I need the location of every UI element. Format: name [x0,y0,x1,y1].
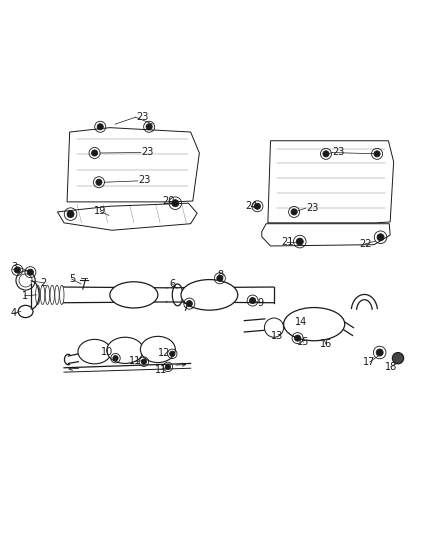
Circle shape [377,234,384,241]
Ellipse shape [110,282,158,308]
Ellipse shape [45,285,49,304]
Ellipse shape [40,285,45,304]
Text: 1: 1 [21,291,28,301]
Ellipse shape [55,285,59,304]
Text: 14: 14 [295,317,307,327]
Circle shape [165,364,170,369]
Circle shape [146,124,152,130]
Text: 16: 16 [320,339,332,349]
Circle shape [296,238,303,245]
Circle shape [14,267,20,273]
Text: 5: 5 [69,274,75,284]
Circle shape [96,179,102,185]
Text: 9: 9 [258,298,264,308]
Circle shape [141,359,147,364]
Circle shape [186,301,192,306]
Text: 23: 23 [141,147,154,157]
Text: 20: 20 [162,196,175,206]
Text: 10: 10 [101,347,113,357]
Circle shape [250,297,256,304]
Ellipse shape [50,285,54,304]
Ellipse shape [265,318,284,337]
Text: 19: 19 [94,206,106,216]
Ellipse shape [392,352,404,364]
Text: 17: 17 [364,357,376,367]
Text: 11: 11 [129,356,141,366]
Ellipse shape [60,285,64,304]
Circle shape [374,151,380,157]
Circle shape [67,211,74,217]
Text: 8: 8 [217,270,223,280]
Text: 22: 22 [359,239,371,249]
Polygon shape [268,141,394,223]
Polygon shape [67,128,199,202]
Text: 18: 18 [385,362,397,372]
Text: 7: 7 [182,303,188,312]
Circle shape [217,275,223,281]
Text: 2: 2 [40,278,46,288]
Ellipse shape [78,340,111,364]
Circle shape [294,335,300,341]
Text: 24: 24 [245,201,258,211]
Circle shape [323,151,329,157]
Text: 12: 12 [158,349,171,358]
Ellipse shape [107,337,144,364]
Ellipse shape [284,308,345,341]
Text: 11: 11 [155,365,167,375]
Circle shape [97,124,103,130]
Circle shape [170,351,175,357]
Text: 23: 23 [136,112,148,122]
Text: 15: 15 [297,337,310,347]
Circle shape [113,356,118,361]
Text: 21: 21 [281,237,293,247]
Ellipse shape [35,285,40,304]
Circle shape [172,200,179,207]
Polygon shape [262,224,390,246]
Text: 23: 23 [306,203,319,213]
Ellipse shape [181,280,238,310]
Circle shape [92,150,98,156]
Text: 3: 3 [11,262,18,271]
Text: 23: 23 [332,147,345,157]
Ellipse shape [141,336,175,362]
Circle shape [291,209,297,215]
Text: 23: 23 [138,175,151,185]
Circle shape [27,269,33,275]
Circle shape [376,349,383,356]
Text: 4: 4 [11,308,17,318]
Text: 13: 13 [272,331,284,341]
Circle shape [254,203,261,209]
Polygon shape [57,203,197,230]
Text: 6: 6 [169,279,175,289]
